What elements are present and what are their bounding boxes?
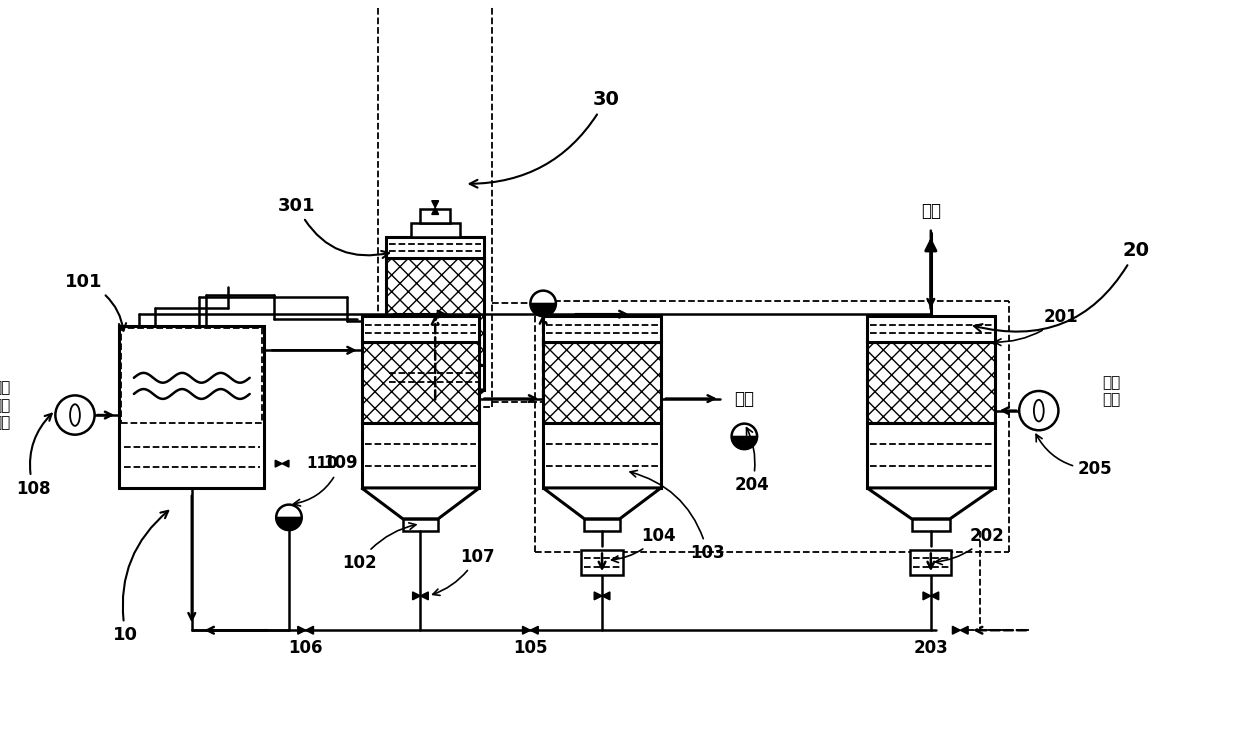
Polygon shape — [732, 436, 758, 449]
Bar — [867, 316, 994, 342]
Text: 110: 110 — [306, 456, 339, 471]
Text: 104: 104 — [611, 527, 676, 562]
Polygon shape — [420, 592, 428, 599]
Polygon shape — [931, 592, 939, 599]
Polygon shape — [362, 488, 480, 519]
Bar — [543, 423, 661, 488]
Bar — [911, 519, 950, 531]
Polygon shape — [275, 461, 281, 467]
Polygon shape — [281, 461, 289, 467]
Text: 105: 105 — [513, 639, 548, 657]
Text: 201: 201 — [994, 308, 1079, 346]
Ellipse shape — [1034, 400, 1044, 421]
Polygon shape — [603, 592, 610, 599]
Text: 202: 202 — [935, 527, 1004, 565]
Polygon shape — [531, 627, 538, 634]
Ellipse shape — [71, 404, 79, 426]
Bar — [386, 237, 485, 258]
Bar — [867, 423, 994, 488]
Text: 203: 203 — [914, 639, 949, 657]
Text: 101: 101 — [66, 273, 126, 331]
Bar — [362, 423, 480, 488]
Text: 103: 103 — [630, 470, 725, 562]
Bar — [582, 550, 622, 575]
Text: 排风: 排风 — [921, 202, 941, 220]
Circle shape — [1019, 391, 1059, 430]
Polygon shape — [867, 488, 994, 519]
Bar — [543, 342, 661, 423]
Polygon shape — [413, 592, 420, 599]
Text: 排烟: 排烟 — [734, 390, 754, 408]
Text: 106: 106 — [289, 639, 322, 657]
Polygon shape — [531, 304, 556, 316]
Text: 30: 30 — [470, 91, 619, 188]
Bar — [410, 223, 460, 237]
Text: 107: 107 — [433, 547, 495, 596]
Text: 109: 109 — [294, 455, 358, 506]
Bar — [910, 550, 951, 575]
Polygon shape — [298, 627, 305, 634]
Text: 10: 10 — [113, 511, 169, 644]
Circle shape — [732, 424, 758, 449]
Polygon shape — [432, 208, 439, 214]
Bar — [362, 316, 480, 342]
Polygon shape — [923, 592, 931, 599]
Polygon shape — [594, 592, 603, 599]
Text: 301: 301 — [278, 196, 389, 258]
Text: 低温
含尘
烟气: 低温 含尘 烟气 — [0, 381, 10, 430]
Polygon shape — [952, 627, 960, 634]
Text: 室外
空气: 室外 空气 — [1102, 374, 1121, 407]
Polygon shape — [960, 627, 968, 634]
Bar — [867, 342, 994, 423]
Circle shape — [277, 504, 301, 530]
Bar — [403, 519, 438, 531]
Text: 102: 102 — [342, 523, 415, 572]
Bar — [420, 208, 450, 223]
Bar — [119, 326, 264, 488]
Text: 108: 108 — [16, 414, 52, 498]
Polygon shape — [386, 390, 485, 417]
Polygon shape — [432, 201, 439, 208]
Bar — [386, 365, 485, 390]
Circle shape — [56, 396, 94, 435]
Text: 205: 205 — [1037, 434, 1112, 479]
Bar — [543, 316, 661, 342]
Text: 204: 204 — [734, 428, 769, 495]
Polygon shape — [543, 488, 661, 519]
Bar — [386, 258, 485, 365]
Circle shape — [531, 291, 556, 316]
Text: 20: 20 — [975, 241, 1149, 331]
Bar — [420, 417, 450, 429]
Bar — [122, 328, 263, 423]
Polygon shape — [305, 627, 314, 634]
Polygon shape — [522, 627, 531, 634]
Bar — [362, 342, 480, 423]
Bar — [584, 519, 620, 531]
Polygon shape — [277, 517, 301, 530]
